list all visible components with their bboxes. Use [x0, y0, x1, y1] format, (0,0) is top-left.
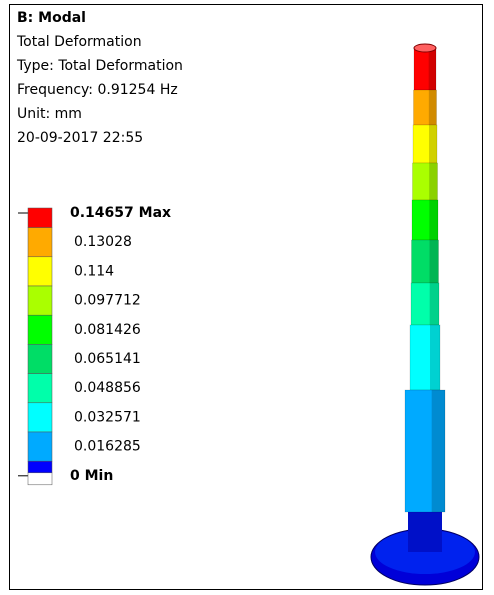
legend-swatch: [28, 461, 52, 473]
legend-swatch: [28, 403, 52, 432]
legend-label: 0.114: [74, 263, 114, 279]
legend-label: 0.065141: [74, 351, 141, 367]
legend-swatch: [28, 473, 52, 485]
tower-shade: [429, 200, 438, 240]
legend-label: 0.032571: [74, 409, 141, 425]
tower-shade: [429, 48, 436, 90]
tower-shade: [429, 125, 437, 163]
legend-swatch: [28, 286, 52, 315]
tower-shade: [429, 90, 437, 125]
legend-swatch: [28, 374, 52, 403]
tower: [405, 48, 445, 512]
legend-label: 0.081426: [74, 322, 141, 338]
legend-swatch: [28, 344, 52, 373]
legend-label: 0.13028: [74, 234, 132, 250]
legend-label: 0 Min: [70, 468, 113, 484]
tower-shade: [430, 325, 440, 390]
legend-swatch: [28, 208, 52, 228]
tower-shade: [432, 390, 445, 512]
tower-shade: [430, 240, 439, 283]
graphics: 0.14657 Max 0.13028 0.114 0.097712 0.081426 0…: [0, 0, 494, 595]
legend-label: 0.14657 Max: [70, 205, 171, 221]
legend-label: 0.097712: [74, 293, 141, 309]
tower-shade: [430, 283, 439, 325]
legend-swatch: [28, 257, 52, 286]
tower-top: [414, 44, 436, 52]
stem-base: [408, 510, 442, 552]
legend-swatch: [28, 315, 52, 344]
legend-label: 0.016285: [74, 439, 141, 455]
tower-shade: [429, 163, 437, 200]
legend-label: 0.048856: [74, 380, 141, 396]
legend-swatch: [28, 228, 52, 257]
screen: {"header": {"title": "B: Modal", "lines"…: [0, 0, 494, 595]
legend-swatch: [28, 432, 52, 461]
